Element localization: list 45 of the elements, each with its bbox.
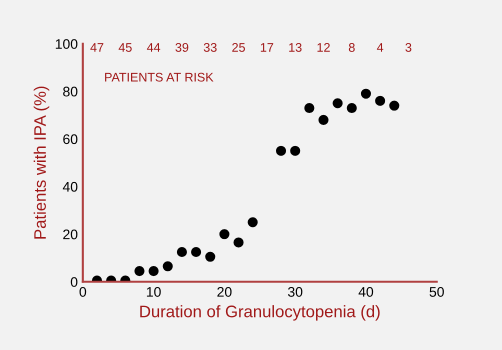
annotation: 25: [232, 43, 245, 52]
annotation: 4: [376, 43, 384, 52]
y-axis-title: Patients with IPA (%): [34, 86, 50, 239]
point: [191, 246, 202, 258]
annotation: 39: [175, 43, 188, 52]
point: [304, 102, 314, 114]
annotation: 8: [348, 43, 355, 52]
point: [176, 246, 187, 258]
y-tick-label: 80: [63, 86, 78, 97]
y-tick-label: 100: [56, 39, 78, 49]
point: [360, 88, 371, 99]
x-tick-label: 0: [80, 286, 86, 297]
annotation: 44: [146, 43, 160, 52]
y-tick-label: 60: [63, 134, 78, 144]
y-tick-label: 0: [70, 277, 78, 287]
x-tick-label: 40: [358, 286, 374, 297]
point: [162, 261, 173, 272]
annotation: 45: [118, 43, 132, 52]
point: [205, 252, 216, 262]
x-tick-label: 10: [146, 286, 161, 297]
point: [389, 100, 400, 111]
point: [134, 266, 144, 276]
point: [318, 114, 329, 125]
annotation: 17: [260, 43, 274, 52]
point: [248, 217, 258, 228]
annotation: 47: [90, 43, 104, 52]
y-tick-label: 20: [63, 229, 78, 240]
annotation: PATIENTS AT RISK: [105, 72, 214, 82]
annotation: 3: [405, 43, 412, 52]
point: [276, 146, 286, 156]
x-axis-title: Duration of Granulocytopenia (d): [140, 305, 380, 321]
annotation: 13: [289, 43, 302, 52]
point: [148, 266, 159, 276]
point: [219, 229, 230, 240]
y-tick-label: 40: [62, 182, 78, 192]
x-tick-label: 50: [430, 286, 444, 297]
point: [346, 102, 357, 114]
x-tick-label: 30: [288, 286, 302, 297]
point: [375, 96, 386, 106]
annotation: 12: [317, 43, 330, 52]
x-tick-label: 20: [217, 286, 232, 297]
point: [234, 237, 244, 248]
annotation: 33: [204, 43, 217, 52]
point: [332, 98, 343, 108]
point: [290, 146, 300, 156]
